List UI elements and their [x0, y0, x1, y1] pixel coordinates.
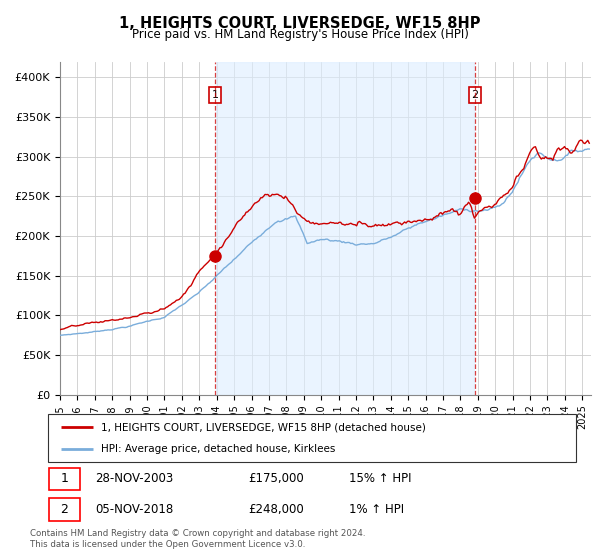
Text: Contains HM Land Registry data © Crown copyright and database right 2024.
This d: Contains HM Land Registry data © Crown c… [30, 529, 365, 549]
Text: 1, HEIGHTS COURT, LIVERSEDGE, WF15 8HP: 1, HEIGHTS COURT, LIVERSEDGE, WF15 8HP [119, 16, 481, 31]
Text: 05-NOV-2018: 05-NOV-2018 [95, 503, 174, 516]
Text: £175,000: £175,000 [248, 473, 304, 486]
Text: 28-NOV-2003: 28-NOV-2003 [95, 473, 174, 486]
Text: Price paid vs. HM Land Registry's House Price Index (HPI): Price paid vs. HM Land Registry's House … [131, 28, 469, 41]
Text: 15% ↑ HPI: 15% ↑ HPI [349, 473, 412, 486]
FancyBboxPatch shape [49, 468, 80, 490]
Text: 2: 2 [61, 503, 68, 516]
Text: HPI: Average price, detached house, Kirklees: HPI: Average price, detached house, Kirk… [101, 444, 335, 454]
FancyBboxPatch shape [48, 414, 576, 462]
Text: 1% ↑ HPI: 1% ↑ HPI [349, 503, 404, 516]
FancyBboxPatch shape [49, 498, 80, 521]
Text: 1: 1 [61, 473, 68, 486]
Text: £248,000: £248,000 [248, 503, 304, 516]
Text: 1, HEIGHTS COURT, LIVERSEDGE, WF15 8HP (detached house): 1, HEIGHTS COURT, LIVERSEDGE, WF15 8HP (… [101, 422, 425, 432]
Text: 1: 1 [212, 90, 218, 100]
Text: 2: 2 [472, 90, 479, 100]
